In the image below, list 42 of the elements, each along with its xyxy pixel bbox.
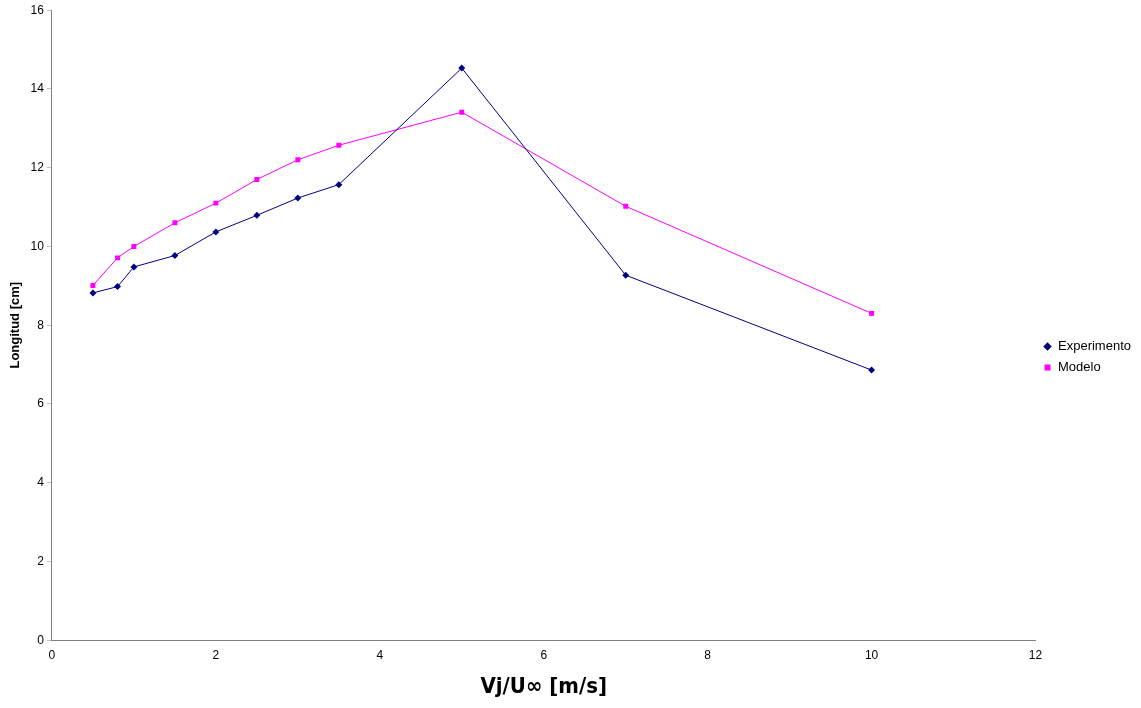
y-tick-label: 10	[30, 238, 45, 253]
x-axis-title: Vj/U∞ [m/s]	[480, 672, 607, 698]
y-tick-label: 16	[30, 2, 45, 17]
x-tick-label: 0	[48, 647, 56, 662]
point	[458, 64, 466, 72]
point	[336, 142, 342, 148]
x-tick-label: 6	[540, 647, 548, 662]
point	[90, 282, 96, 288]
point	[622, 271, 630, 279]
point	[295, 157, 301, 163]
point	[115, 255, 120, 261]
y-tick-label: 12	[30, 160, 45, 175]
point	[212, 228, 220, 236]
point	[114, 283, 122, 291]
x-tick-label: 12	[1028, 647, 1043, 662]
x-tick-label: 10	[864, 647, 879, 662]
legend-label: Modelo	[1058, 359, 1101, 375]
point	[294, 194, 302, 202]
point	[253, 211, 261, 219]
x-tick-label: 4	[376, 647, 384, 662]
y-tick-label: 6	[37, 396, 45, 411]
point	[171, 252, 179, 260]
x-tick-label: 2	[212, 647, 220, 662]
point	[172, 220, 178, 226]
y-axis-title: Longitud [cm]	[7, 281, 23, 369]
y-tick-label: 14	[30, 81, 45, 96]
point	[459, 109, 465, 115]
y-tick-label: 4	[37, 475, 45, 490]
point	[254, 177, 260, 182]
y-tick-label: 8	[37, 317, 45, 332]
x-tick-label: 8	[704, 647, 712, 662]
point	[213, 200, 219, 206]
point	[869, 310, 875, 316]
point	[89, 289, 97, 297]
y-tick-label: 0	[37, 632, 45, 647]
point	[130, 263, 138, 271]
point	[623, 203, 629, 209]
point	[868, 366, 876, 374]
point	[335, 181, 343, 189]
point	[131, 243, 137, 249]
y-tick-label: 2	[37, 553, 45, 568]
legend-label: Experimento	[1058, 338, 1132, 354]
